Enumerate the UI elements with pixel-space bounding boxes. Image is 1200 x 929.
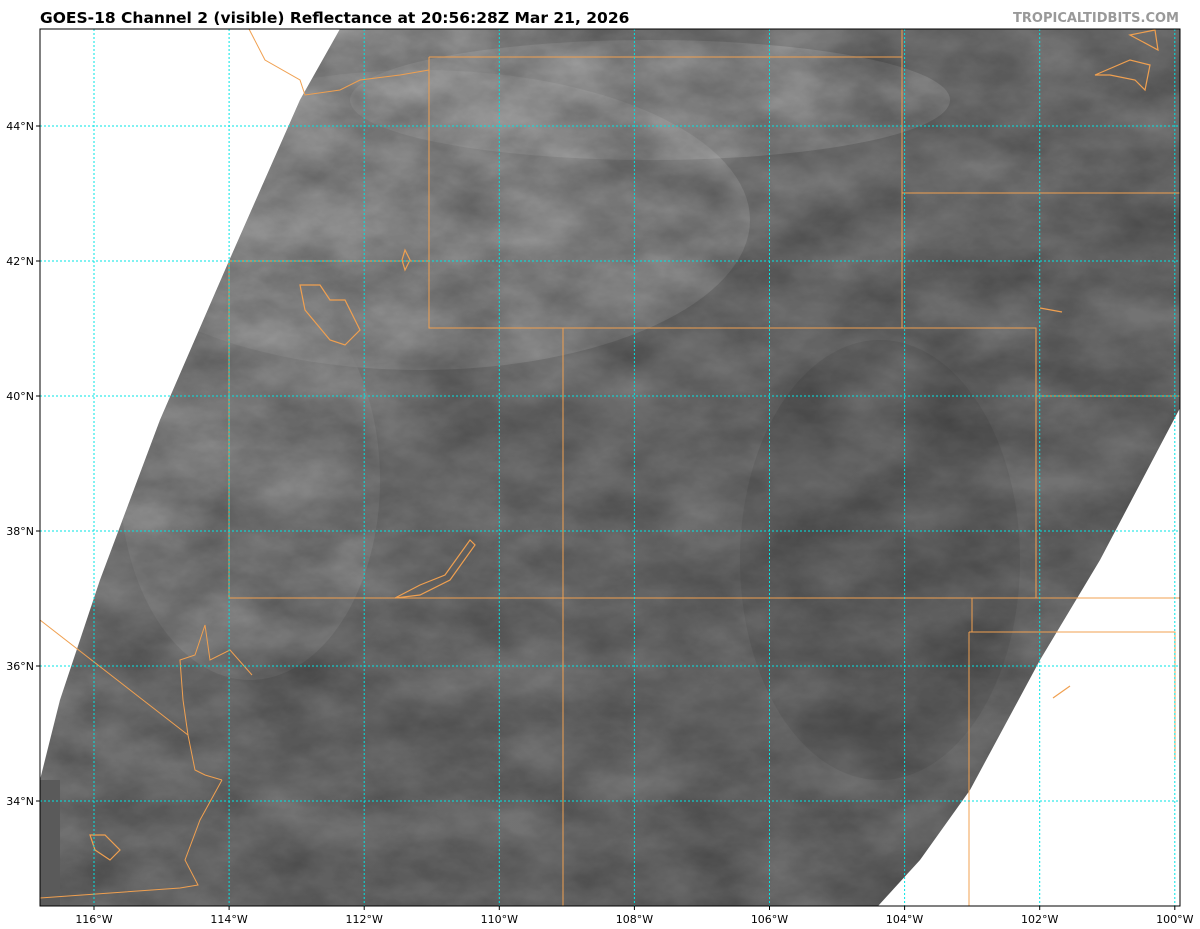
lat-label: 40°N	[6, 390, 34, 403]
latitude-labels: 44°N 42°N 40°N 38°N 36°N 34°N	[6, 120, 40, 808]
lon-label: 100°W	[1156, 913, 1193, 926]
lat-label: 42°N	[6, 255, 34, 268]
lon-label: 110°W	[481, 913, 518, 926]
lat-label: 36°N	[6, 660, 34, 673]
graticule	[40, 29, 1180, 906]
lon-label: 108°W	[616, 913, 653, 926]
lon-label: 106°W	[751, 913, 788, 926]
lon-label: 114°W	[210, 913, 247, 926]
lon-label: 102°W	[1021, 913, 1058, 926]
map-frame	[39, 28, 1181, 907]
lat-label: 44°N	[6, 120, 34, 133]
map-title: GOES-18 Channel 2 (visible) Reflectance …	[40, 9, 630, 27]
credit-watermark: TROPICALTIDBITS.COM	[1013, 11, 1179, 26]
lake-outlines	[89, 29, 1159, 861]
lat-label: 38°N	[6, 525, 34, 538]
lon-label: 112°W	[346, 913, 383, 926]
satellite-imagery	[40, 29, 1180, 906]
lon-label: 116°W	[75, 913, 112, 926]
lon-label: 104°W	[886, 913, 923, 926]
lat-label: 34°N	[6, 795, 34, 808]
longitude-labels: 116°W 114°W 112°W 110°W 108°W 106°W 104°W 102°W…	[75, 906, 1194, 926]
